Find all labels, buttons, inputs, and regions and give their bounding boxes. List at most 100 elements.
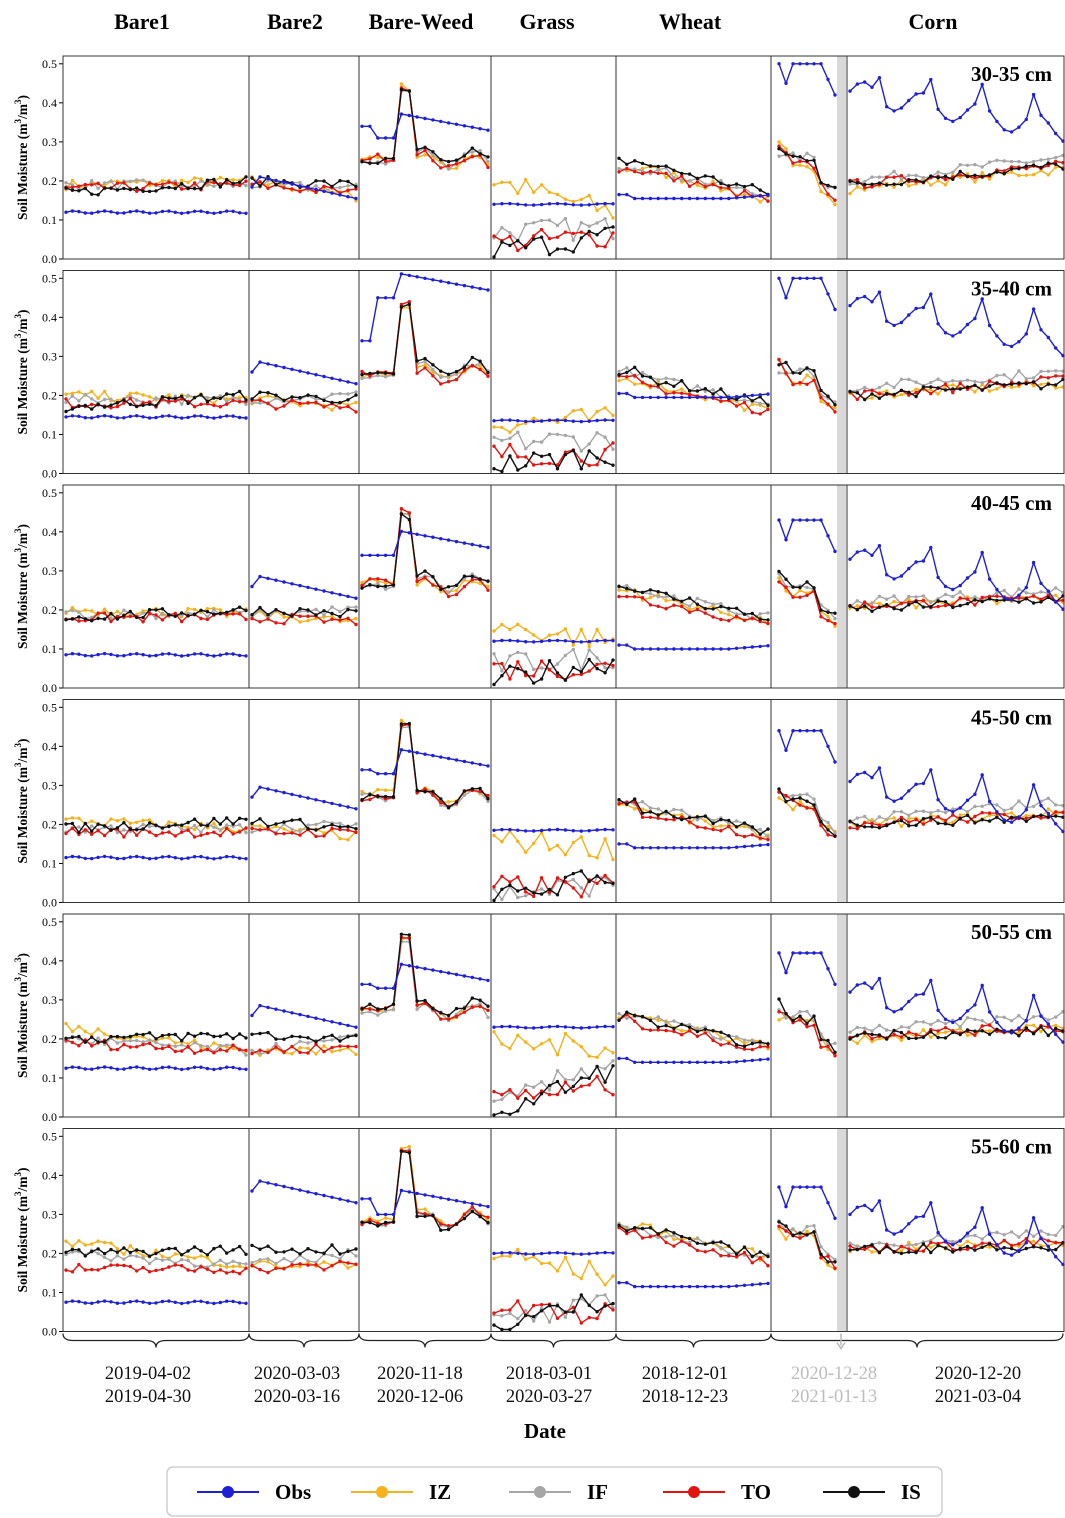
data-point-to: [298, 401, 302, 406]
data-point-iz: [298, 1046, 302, 1050]
data-point-to: [798, 595, 802, 599]
data-point-is: [508, 1112, 512, 1117]
data-point-if: [225, 1262, 229, 1266]
data-point-is: [135, 828, 139, 832]
data-point-is: [899, 182, 904, 187]
data-point-to: [555, 674, 560, 679]
data-point-obs: [109, 855, 113, 859]
data-point-if: [439, 803, 443, 807]
data-point-obs: [987, 323, 992, 328]
data-point-obs: [135, 414, 139, 418]
data-point-is: [298, 396, 302, 400]
data-point-obs: [914, 782, 918, 786]
data-point-is: [848, 389, 852, 394]
data-point-obs: [167, 209, 171, 213]
data-point-iz: [102, 389, 107, 394]
data-point-to: [648, 815, 653, 819]
data-point-is: [314, 394, 318, 399]
data-point-to: [766, 837, 770, 842]
data-point-is: [360, 1220, 364, 1224]
data-point-to: [180, 187, 184, 191]
data-point-iz: [77, 1239, 81, 1243]
data-point-iz: [929, 183, 933, 187]
data-point-obs: [96, 1066, 100, 1070]
data-point-is: [346, 1249, 350, 1254]
y-tick-label: 0.4: [42, 96, 57, 110]
data-point-is: [777, 1220, 781, 1224]
legend-label-is: IS: [901, 1480, 921, 1504]
data-point-to: [439, 1222, 443, 1226]
data-point-obs: [703, 1060, 707, 1065]
data-point-if: [470, 150, 474, 154]
data-point-is: [454, 1006, 459, 1011]
data-point-obs: [77, 855, 81, 859]
y-tick-label: 0.0: [42, 1325, 57, 1339]
data-point-obs: [96, 855, 100, 860]
data-point-if: [1024, 377, 1029, 381]
data-point-is: [90, 407, 94, 411]
data-point-to: [664, 1240, 668, 1245]
data-point-is: [633, 365, 637, 369]
data-point-is: [973, 383, 977, 387]
data-point-to: [987, 379, 992, 383]
data-point-is: [973, 173, 977, 177]
data-point-is: [625, 162, 629, 166]
date-range-label: 2020-11-18: [377, 1364, 463, 1384]
data-point-if: [664, 812, 668, 816]
data-point-is: [346, 824, 350, 829]
data-point-to: [199, 1265, 203, 1269]
data-point-is: [870, 392, 874, 396]
data-point-is: [680, 1234, 684, 1239]
data-point-obs: [383, 136, 388, 140]
y-axis-label: Soil Moisture (m3/m3): [13, 524, 30, 649]
data-point-to: [225, 1049, 229, 1053]
data-point-obs: [929, 768, 933, 772]
data-point-is: [470, 787, 474, 791]
data-point-if: [798, 367, 802, 371]
data-point-is: [611, 225, 615, 229]
data-point-is: [547, 1303, 552, 1308]
data-point-iz: [777, 140, 781, 144]
data-point-iz: [383, 581, 388, 585]
data-point-iz: [777, 1227, 781, 1231]
data-point-if: [555, 1069, 560, 1073]
data-point-is: [921, 1242, 926, 1246]
data-point-if: [205, 615, 210, 619]
data-point-is: [180, 823, 184, 827]
data-point-obs: [212, 1067, 216, 1072]
data-point-if: [135, 1254, 139, 1259]
data-point-iz: [603, 837, 607, 841]
data-point-if: [250, 401, 254, 405]
data-point-is: [791, 1018, 795, 1023]
data-point-obs: [995, 1020, 999, 1025]
data-point-is: [160, 1033, 165, 1038]
data-point-if: [231, 395, 235, 400]
data-point-is: [205, 610, 210, 614]
data-point-to: [805, 593, 809, 598]
data-point-to: [83, 828, 88, 832]
data-point-is: [399, 88, 404, 92]
data-point-obs: [943, 584, 948, 589]
data-point-obs: [951, 1243, 955, 1247]
data-point-to: [571, 1089, 575, 1093]
data-point-iz: [314, 616, 318, 621]
data-point-iz: [109, 1241, 113, 1245]
data-point-if: [1054, 369, 1058, 373]
data-point-to: [812, 378, 816, 382]
data-point-iz: [951, 383, 955, 387]
data-point-obs: [672, 196, 676, 201]
data-point-is: [423, 998, 427, 1003]
segment-brace: [770, 1333, 1064, 1348]
data-point-obs: [805, 62, 809, 66]
data-point-is: [407, 1151, 411, 1155]
data-point-if: [244, 402, 248, 406]
data-point-obs: [711, 846, 715, 850]
date-range-label: 2020-03-27: [506, 1387, 592, 1407]
data-point-if: [750, 192, 754, 196]
data-point-is: [154, 404, 158, 408]
data-point-to: [266, 186, 270, 190]
data-point-is: [218, 396, 222, 401]
data-point-is: [64, 1036, 68, 1041]
data-point-if: [936, 809, 940, 813]
data-point-is: [855, 391, 859, 395]
